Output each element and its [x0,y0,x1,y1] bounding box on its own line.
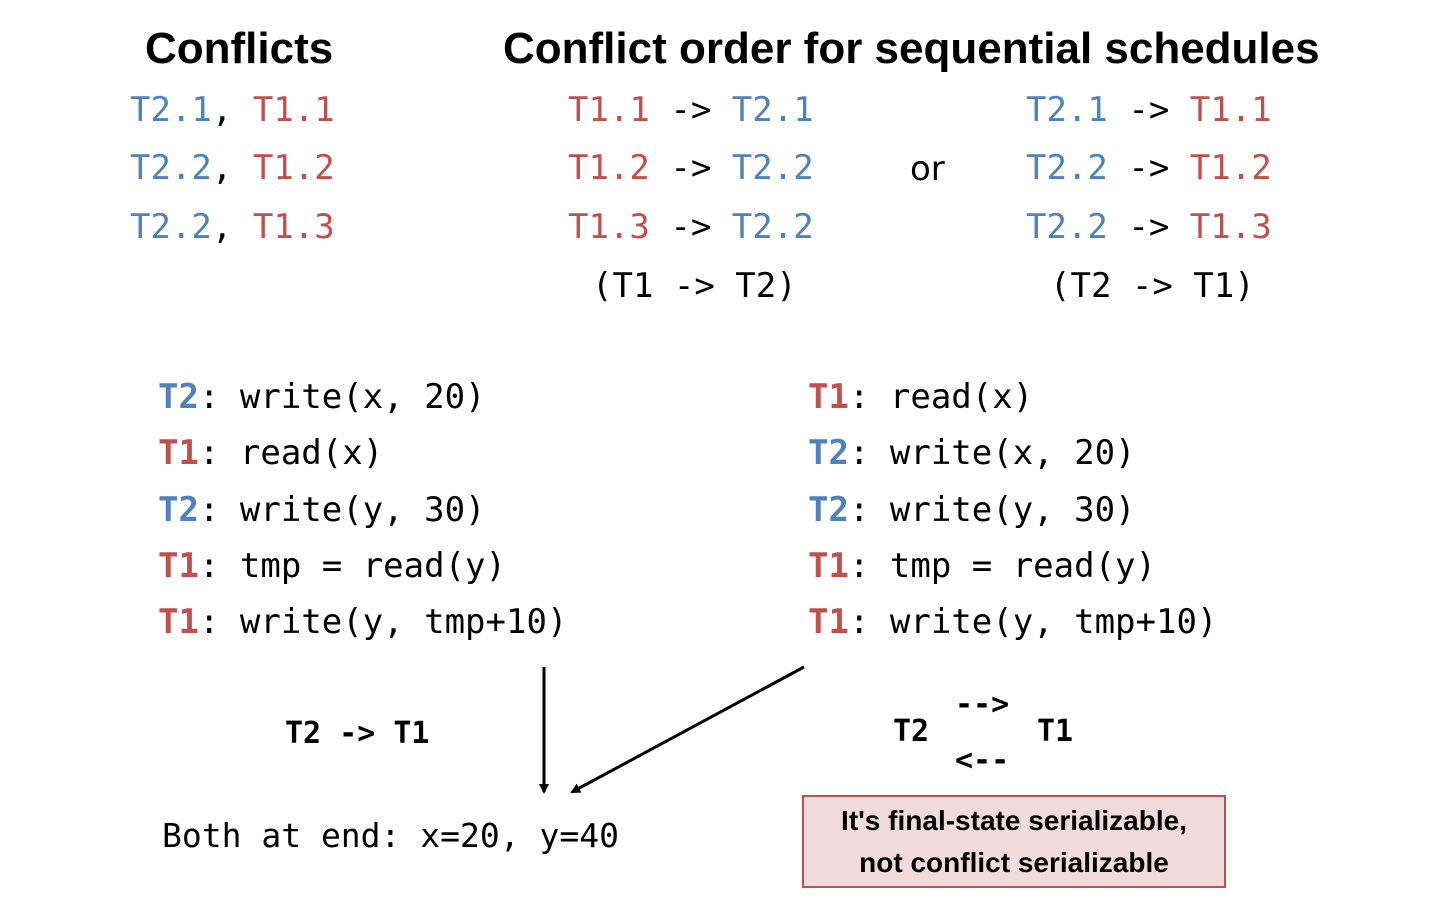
conflict-pair: T2.1, T1.1 [130,90,335,130]
schedule-right-step: T2: write(y, 30) [808,490,1136,530]
conflicts-title: Conflicts [145,24,334,73]
schedule-right-step: T1: read(x) [808,377,1034,417]
end-state: Both at end: x=20, y=40 [162,816,619,855]
schedule-left-step: T1: write(y, tmp+10) [158,602,568,642]
cycle-bottom-arrow: <-- [955,743,1010,778]
order-t1-first-row: T1.2 -> T2.2 [568,148,814,188]
schedule-left-step: T1: read(x) [158,433,384,473]
conflict-pair: T2.2, T1.3 [130,207,335,247]
note-line: It's final-state serializable, [841,804,1187,836]
order-t2-first-row: T2.2 -> T1.2 [1026,148,1272,188]
cycle-top-arrow: --> [955,687,1010,722]
order-t2-first-summary: (T2 -> T1) [1050,266,1255,306]
or-label: or [910,149,945,189]
cycle-left-node: T2 [893,714,930,749]
cycle-right-node: T1 [1037,714,1074,749]
order-t1-first-row: T1.1 -> T2.1 [568,90,814,130]
order-t2-first-row: T2.2 -> T1.3 [1026,207,1272,247]
order-t2-first-row: T2.1 -> T1.1 [1026,90,1272,130]
schedule-right-step: T1: write(y, tmp+10) [808,602,1218,642]
schedule-right-step: T1: tmp = read(y) [808,546,1156,586]
serializability-note: It's final-state serializable, not confl… [802,795,1226,888]
diagonal-arrow [570,665,805,794]
conflict-order-title: Conflict order for sequential schedules [503,24,1320,73]
note-line: not conflict serializable [859,846,1169,878]
schedule-left-step: T2: write(y, 30) [158,490,486,530]
order-t1-first-row: T1.3 -> T2.2 [568,207,814,247]
schedule-left-step: T1: tmp = read(y) [158,546,506,586]
order-t1-first-summary: (T1 -> T2) [592,266,797,306]
conflict-pair: T2.2, T1.2 [130,148,335,188]
schedule-left-step: T2: write(x, 20) [158,377,486,417]
left-order-result: T2 -> T1 [285,716,430,751]
schedule-right-step: T2: write(x, 20) [808,433,1136,473]
